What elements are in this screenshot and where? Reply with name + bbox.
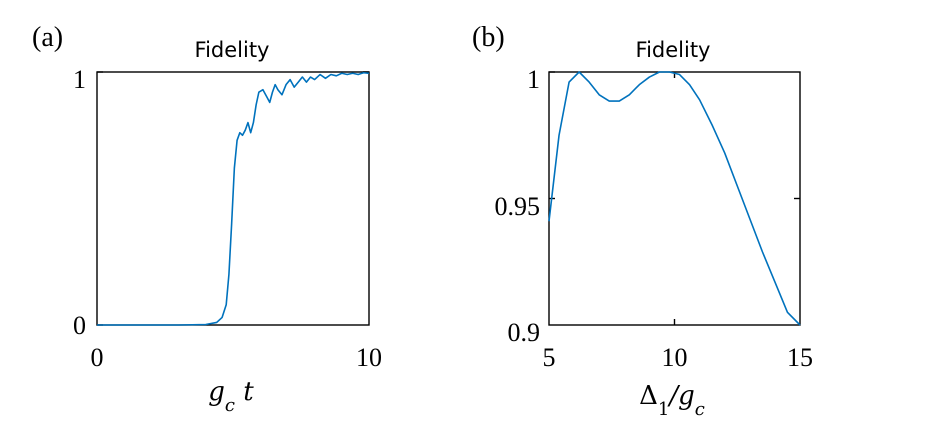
panel-b-xlabel-delta: Δ (639, 381, 658, 411)
panel-a-ytick-label-1: 1 (73, 65, 86, 94)
panel-b: (b) Fidelity 1 0.95 0.9 5 10 15 Δ1/gc (472, 22, 813, 420)
panel-a: (a) Fidelity 1 0 0 10 gc t (32, 22, 382, 416)
panel-b-ytick-label-095: 0.95 (495, 192, 541, 221)
panel-b-ytick-label-09: 0.9 (508, 318, 541, 347)
panel-a-label: (a) (32, 22, 63, 53)
panel-b-axes (548, 71, 801, 326)
panel-a-xlabel: gc t (208, 377, 254, 416)
panel-b-label: (b) (472, 22, 505, 53)
panel-a-xtick-label-10: 10 (356, 343, 382, 372)
panel-a-xtick-label-0: 0 (91, 343, 104, 372)
panel-b-xlabel: Δ1/gc (639, 381, 705, 420)
panel-b-series-line (548, 71, 801, 326)
panel-b-xtick-label-5: 5 (543, 343, 556, 372)
panel-a-series-line (97, 71, 370, 326)
panel-a-axes (96, 71, 370, 326)
panel-b-xtick-label-15: 15 (787, 343, 813, 372)
panel-a-ytick-label-0: 0 (73, 311, 86, 340)
panel-b-ytick-label-1: 1 (527, 65, 540, 94)
panel-a-xlabel-sub: c (225, 395, 235, 416)
panel-b-xlabel-subc: c (695, 399, 705, 420)
panel-b-title: Fidelity (636, 38, 711, 62)
panel-a-title: Fidelity (195, 38, 270, 62)
panel-b-xtick-label-10: 10 (662, 343, 688, 372)
panel-b-xlabel-sub1: 1 (658, 399, 669, 420)
